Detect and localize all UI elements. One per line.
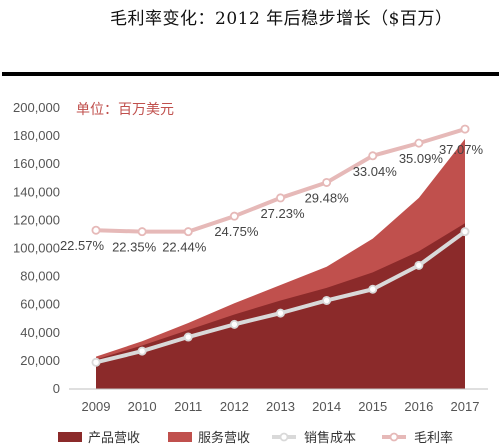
gross-margin-marker xyxy=(460,124,470,134)
y-tick-label: 140,000 xyxy=(13,184,60,199)
gross-margin-data-label: 35.09% xyxy=(399,151,444,166)
legend-marker-3 xyxy=(389,432,399,442)
y-tick-label: 160,000 xyxy=(13,156,60,171)
header-rule xyxy=(2,72,499,76)
gross-margin-data-label: 24.75% xyxy=(214,224,259,239)
gross-margin-marker xyxy=(137,227,147,237)
gross-margin-data-label: 27.23% xyxy=(260,206,305,221)
cost-of-sales-marker xyxy=(137,346,147,356)
gross-margin-marker xyxy=(183,227,193,237)
page-title: 毛利率变化：2012 年后稳步增长（$百万） xyxy=(110,9,453,29)
gross-margin-data-label: 33.04% xyxy=(353,164,398,179)
legend-swatch-1 xyxy=(168,432,192,442)
x-tick-label: 2011 xyxy=(174,399,202,414)
gross-margin-marker xyxy=(368,151,378,161)
cost-of-sales-marker xyxy=(275,308,285,318)
unit-annotation: 单位：百万美元 xyxy=(76,102,174,118)
y-tick-label: 120,000 xyxy=(13,212,60,227)
cost-of-sales-marker xyxy=(91,357,101,367)
legend-swatch-0 xyxy=(58,432,82,442)
gross-margin-marker xyxy=(414,138,424,148)
x-tick-label: 2015 xyxy=(358,399,387,414)
x-tick-label: 2010 xyxy=(128,399,157,414)
legend-label: 服务营收 xyxy=(198,430,250,446)
y-tick-label: 20,000 xyxy=(20,353,60,368)
cost-of-sales-marker xyxy=(183,332,193,342)
gross-margin-marker xyxy=(322,177,332,187)
legend-label: 毛利率 xyxy=(414,430,453,446)
x-tick-label: 2016 xyxy=(404,399,433,414)
cost-of-sales-marker xyxy=(368,284,378,294)
y-tick-label: 200,000 xyxy=(13,100,60,115)
x-tick-label: 2013 xyxy=(266,399,295,414)
y-tick-label: 40,000 xyxy=(20,325,60,340)
x-tick-label: 2009 xyxy=(82,399,111,414)
legend-marker-2 xyxy=(279,432,289,442)
cost-of-sales-marker xyxy=(414,260,424,270)
gross-margin-data-label: 29.48% xyxy=(305,190,350,205)
gross-margin-data-label: 22.57% xyxy=(60,238,105,253)
product-revenue-area xyxy=(96,223,465,389)
x-tick-label: 2017 xyxy=(451,399,480,414)
x-tick-label: 2012 xyxy=(220,399,249,414)
x-tick-label: 2014 xyxy=(312,399,341,414)
y-tick-label: 60,000 xyxy=(20,297,60,312)
y-tick-label: 0 xyxy=(53,381,60,396)
y-tick-label: 100,000 xyxy=(13,241,60,256)
gross-margin-marker xyxy=(275,193,285,203)
gross-margin-marker xyxy=(229,211,239,221)
legend-label: 销售成本 xyxy=(304,430,356,446)
gross-margin-data-label: 22.35% xyxy=(112,240,157,255)
cost-of-sales-marker xyxy=(322,295,332,305)
cost-of-sales-marker xyxy=(460,227,470,237)
cost-of-sales-marker xyxy=(229,319,239,329)
gross-margin-marker xyxy=(91,225,101,235)
y-tick-label: 80,000 xyxy=(20,269,60,284)
gross-margin-data-label: 22.44% xyxy=(162,240,207,255)
legend-label: 产品营收 xyxy=(88,431,140,446)
gross-margin-data-label: 37.07% xyxy=(439,142,484,157)
y-tick-label: 180,000 xyxy=(13,128,60,143)
